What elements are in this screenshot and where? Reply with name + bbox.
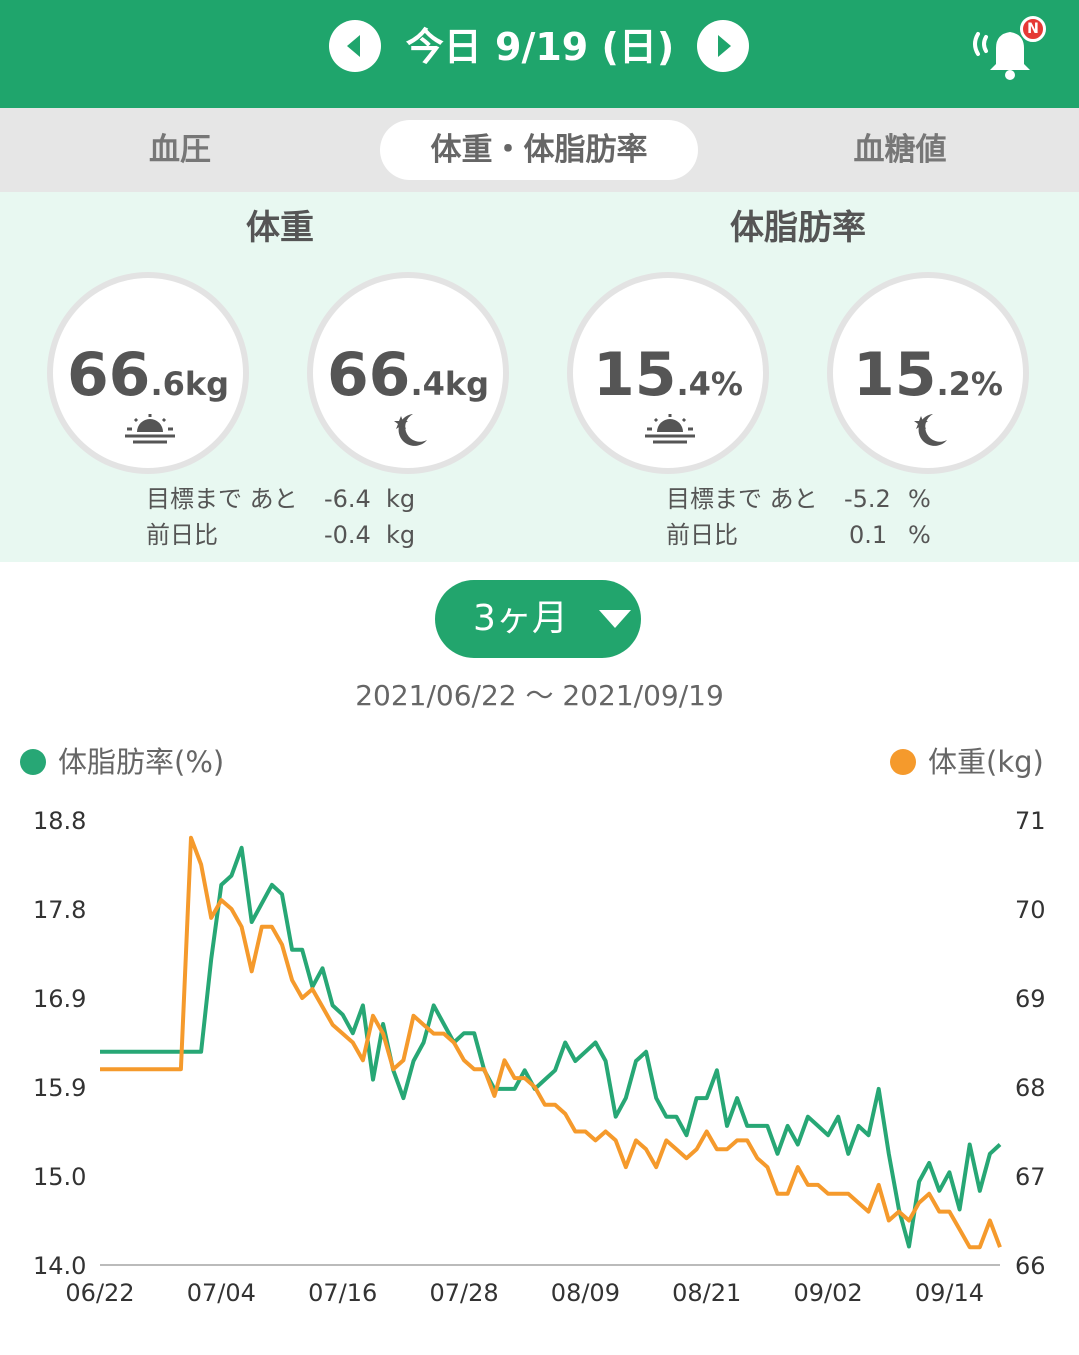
weight-diff-label: 前日比 bbox=[146, 521, 218, 549]
triangle-down-icon bbox=[599, 610, 631, 628]
body-fat-diff-row: 前日比 0.1 % bbox=[666, 518, 966, 552]
body-fat-morning-value: 15.4% bbox=[593, 340, 743, 410]
left-tick-label: 17.8 bbox=[33, 896, 86, 924]
app-header: 今日 9/19 (日) N bbox=[0, 0, 1079, 108]
weight-diff-row: 前日比 -0.4 kg bbox=[146, 518, 446, 552]
body-fat-diff-unit: % bbox=[908, 521, 931, 549]
right-tick-label: 68 bbox=[1015, 1074, 1046, 1102]
legend-weight-dot bbox=[890, 749, 916, 775]
moon-star-icon bbox=[394, 414, 427, 446]
tab-blood-pressure[interactable]: 血圧 bbox=[149, 132, 211, 168]
legend-body-fat-dot bbox=[20, 749, 46, 775]
tab-blood-sugar[interactable]: 血糖値 bbox=[853, 132, 947, 168]
previous-day-button[interactable] bbox=[329, 20, 381, 72]
body-fat-evening-value: 15.2% bbox=[853, 340, 1003, 410]
x-tick-label: 09/14 bbox=[915, 1279, 984, 1307]
left-tick-label: 16.9 bbox=[33, 985, 86, 1013]
x-tick-label: 08/21 bbox=[672, 1279, 741, 1307]
trend-chart: 18.8 17.8 16.9 15.9 15.0 14.0 71 70 69 68 67 66 06/2… bbox=[33, 807, 1046, 1307]
body-fat-morning-circle: 15.4% bbox=[573, 278, 763, 468]
x-tick-label: 07/28 bbox=[429, 1279, 498, 1307]
body-fat-diff-value: 0.1 bbox=[849, 521, 888, 549]
x-tick-label: 06/22 bbox=[65, 1279, 134, 1307]
body-fat-goal-label: 目標まで あと bbox=[666, 485, 818, 513]
weight-series-line bbox=[100, 835, 1002, 1250]
body-fat-goal-row: 目標まで あと -5.2 % bbox=[666, 482, 966, 516]
x-tick-label: 08/09 bbox=[551, 1279, 620, 1307]
category-tabs: 血圧 体重・体脂肪率 血糖値 bbox=[0, 108, 1079, 192]
right-tick-label: 71 bbox=[1015, 807, 1046, 835]
left-tick-label: 15.9 bbox=[33, 1074, 86, 1102]
body-fat-goal-value: -5.2 bbox=[844, 485, 891, 513]
body-fat-evening-circle: 15.2% bbox=[833, 278, 1023, 468]
moon-star-icon bbox=[914, 414, 947, 446]
weight-goal-label: 目標まで あと bbox=[146, 485, 298, 513]
sunrise-icon bbox=[645, 414, 695, 444]
weight-morning-value: 66.6kg bbox=[66, 340, 230, 410]
body-fat-series-line bbox=[100, 845, 1002, 1249]
bell-icon bbox=[973, 32, 1030, 80]
legend-body-fat-label: 体脂肪率(%) bbox=[58, 745, 225, 779]
weight-diff-value: -0.4 bbox=[324, 521, 371, 549]
next-day-button[interactable] bbox=[697, 20, 749, 72]
weight-goal-unit: kg bbox=[386, 485, 416, 513]
chevron-left-icon bbox=[347, 35, 360, 57]
left-tick-label: 18.8 bbox=[33, 807, 86, 835]
chevron-right-icon bbox=[718, 35, 731, 57]
x-tick-label: 07/16 bbox=[308, 1279, 377, 1307]
weight-goal-value: -6.4 bbox=[324, 485, 371, 513]
notification-badge: N bbox=[1020, 16, 1046, 42]
sunrise-icon bbox=[125, 414, 175, 444]
right-tick-label: 70 bbox=[1015, 896, 1046, 924]
tab-weight-body-fat[interactable]: 体重・体脂肪率 bbox=[380, 120, 698, 180]
summary-panel: 体重 体脂肪率 66.6kg 66.4kg 15.4% bbox=[0, 192, 1079, 562]
date-range: 2021/06/22 〜 2021/09/19 bbox=[355, 679, 724, 712]
legend-weight-label: 体重(kg) bbox=[928, 745, 1044, 779]
right-tick-label: 67 bbox=[1015, 1163, 1046, 1191]
body-fat-goal-unit: % bbox=[908, 485, 931, 513]
weight-goal-row: 目標まで あと -6.4 kg bbox=[146, 482, 446, 516]
legend-weight: 体重(kg) bbox=[890, 740, 1044, 784]
x-tick-label: 09/02 bbox=[794, 1279, 863, 1307]
date-title: 今日 9/19 (日) bbox=[405, 25, 675, 69]
body-fat-title: 体脂肪率 bbox=[730, 208, 866, 248]
left-tick-label: 15.0 bbox=[33, 1163, 86, 1191]
right-tick-label: 66 bbox=[1015, 1252, 1046, 1280]
legend-body-fat: 体脂肪率(%) bbox=[20, 740, 224, 784]
weight-title: 体重 bbox=[246, 208, 314, 248]
period-label: 3ヶ月 bbox=[473, 598, 568, 639]
weight-morning-circle: 66.6kg bbox=[53, 278, 243, 468]
right-tick-label: 69 bbox=[1015, 985, 1046, 1013]
notification-button[interactable] bbox=[964, 14, 1048, 84]
weight-evening-value: 66.4kg bbox=[326, 340, 490, 410]
weight-evening-circle: 66.4kg bbox=[313, 278, 503, 468]
x-tick-label: 07/04 bbox=[187, 1279, 256, 1307]
weight-diff-unit: kg bbox=[386, 521, 416, 549]
left-tick-label: 14.0 bbox=[33, 1252, 86, 1280]
body-fat-diff-label: 前日比 bbox=[666, 521, 738, 549]
period-select-button[interactable]: 3ヶ月 bbox=[435, 580, 641, 658]
